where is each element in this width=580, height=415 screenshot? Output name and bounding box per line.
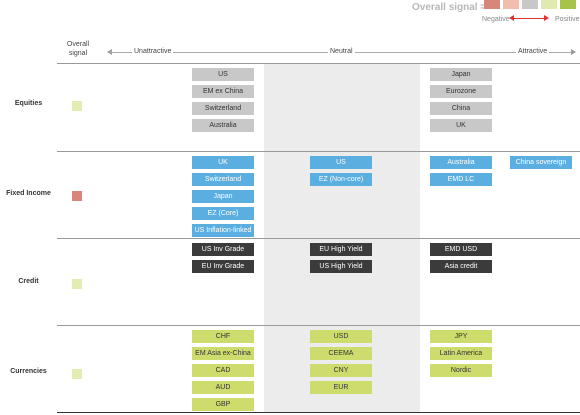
asset-chip: Asia credit (430, 260, 492, 273)
overall-signal-header: Overall signal (66, 41, 90, 57)
asset-chip: AUD (192, 381, 254, 394)
overall-signal-swatch (72, 369, 82, 379)
asset-chip: Eurozone (430, 85, 492, 98)
row-separator (57, 325, 580, 326)
legend-negative: Negative (482, 16, 510, 23)
asset-chip: EUR (310, 381, 372, 394)
asset-chip: EZ (Core) (192, 207, 254, 220)
asset-chip: CEEMA (310, 347, 372, 360)
legend-swatch (503, 0, 519, 9)
bottom-rule (57, 412, 580, 413)
asset-chip: Australia (430, 156, 492, 169)
scale-arrow-right-icon (571, 49, 576, 55)
row-label: Fixed Income (6, 190, 51, 197)
asset-chip: UK (430, 119, 492, 132)
scale-attractive: Attractive (516, 48, 550, 55)
legend-swatch (541, 0, 557, 9)
row-separator (57, 238, 580, 239)
asset-chip: Switzerland (192, 173, 254, 186)
legend-swatch (522, 0, 538, 9)
asset-chip: EM ex China (192, 85, 254, 98)
overall-signal-swatch (72, 101, 82, 111)
asset-chip: Japan (430, 68, 492, 81)
asset-chip: China (430, 102, 492, 115)
arrow-left-icon (509, 15, 514, 21)
overall-signal-swatch (72, 279, 82, 289)
legend-swatch (560, 0, 576, 9)
asset-chip: JPY (430, 330, 492, 343)
scale-neutral: Neutral (328, 48, 355, 55)
asset-chip: Switzerland (192, 102, 254, 115)
asset-chip: Australia (192, 119, 254, 132)
scale-unattractive: Unattractive (132, 48, 174, 55)
row-label: Credit (18, 278, 39, 285)
legend-swatch (484, 0, 500, 9)
legend-arrow-line (513, 18, 545, 19)
asset-chip: CNY (310, 364, 372, 377)
asset-chip: US Inflation-linked (192, 224, 254, 237)
asset-chip: CHF (192, 330, 254, 343)
asset-chip: US Inv Grade (192, 243, 254, 256)
scale-arrow-left-icon (107, 49, 112, 55)
asset-chip: GBP (192, 398, 254, 411)
asset-chip: EZ (Non-core) (310, 173, 372, 186)
asset-chip: EU Inv Grade (192, 260, 254, 273)
asset-chip: CAD (192, 364, 254, 377)
legend-positive: Positive (555, 16, 580, 23)
row-label: Equities (14, 100, 43, 107)
asset-chip: EM Asia ex-China (192, 347, 254, 360)
overall-signal-swatch (72, 191, 82, 201)
legend-title: Overall signal = (412, 2, 487, 13)
asset-chip: US High Yield (310, 260, 372, 273)
asset-chip: Latin America (430, 347, 492, 360)
arrow-right-icon (544, 15, 549, 21)
asset-chip: EMD LC (430, 173, 492, 186)
asset-chip: US (192, 68, 254, 81)
asset-chip: USD (310, 330, 372, 343)
asset-chip: Japan (192, 190, 254, 203)
row-label: Currencies (10, 368, 47, 375)
row-separator (57, 151, 580, 152)
asset-chip: EMD USD (430, 243, 492, 256)
asset-chip: US (310, 156, 372, 169)
row-separator (57, 63, 580, 64)
asset-chip: China sovereign (510, 156, 572, 169)
asset-chip: EU High Yield (310, 243, 372, 256)
asset-chip: Nordic (430, 364, 492, 377)
asset-chip: UK (192, 156, 254, 169)
